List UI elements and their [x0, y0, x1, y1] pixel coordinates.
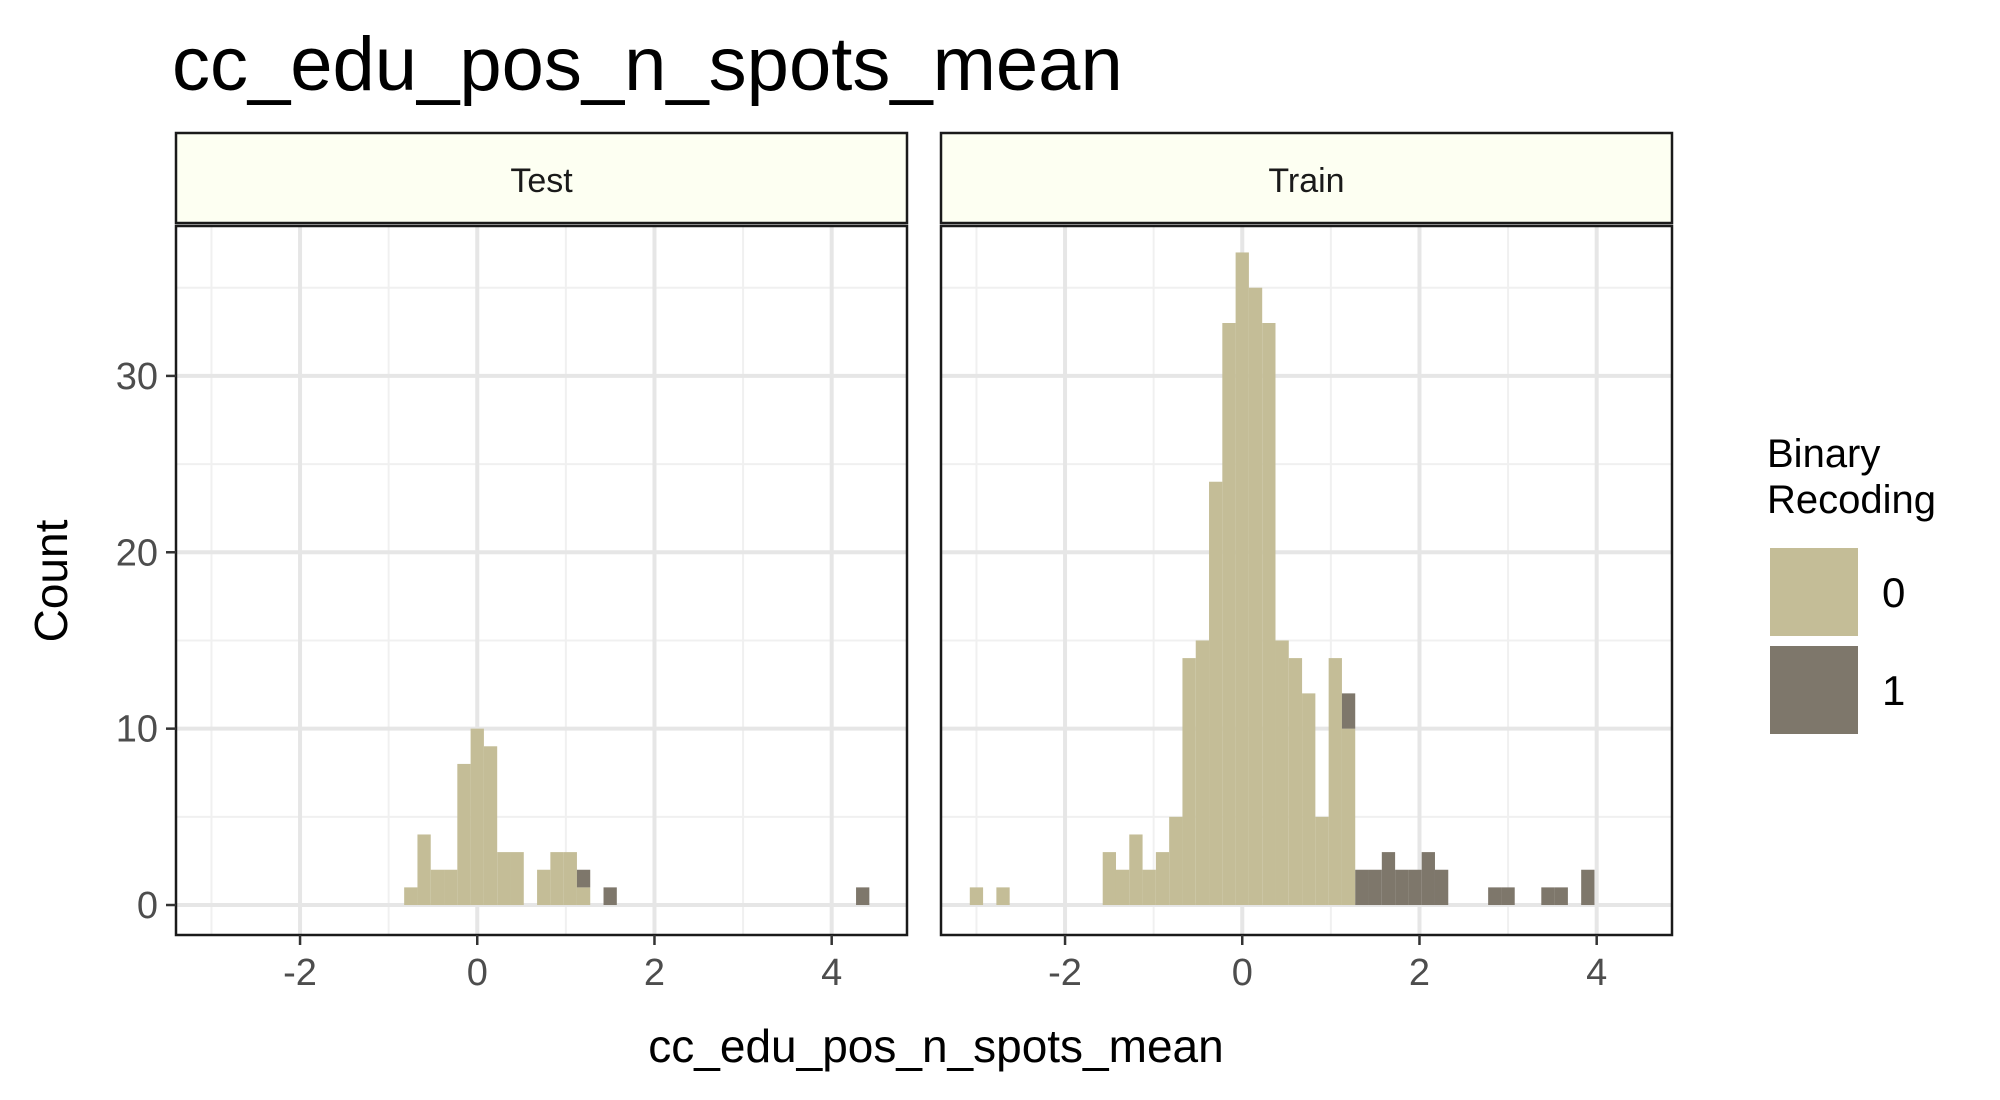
- histogram-bar-series-0: [510, 852, 524, 906]
- histogram-bar-series-0: [483, 746, 498, 906]
- histogram-bar-series-0: [1288, 658, 1303, 906]
- histogram-bar-series-0: [1235, 252, 1249, 906]
- histogram-bar-series-1: [1541, 887, 1555, 906]
- facet-strip: [174, 131, 909, 225]
- histogram-bar-series-0: [1302, 693, 1316, 906]
- histogram-bar-series-0: [1248, 287, 1263, 906]
- histogram-bar-series-0: [1222, 323, 1236, 906]
- histogram-bar-series-0: [1155, 852, 1170, 906]
- facet-strip: [939, 131, 1674, 225]
- panel-border: [939, 224, 1674, 937]
- x-tick-label: 4: [821, 952, 842, 994]
- histogram-bar-series-1: [1581, 869, 1595, 906]
- x-tick-label: -2: [1048, 952, 1082, 994]
- histogram-bar-series-0: [1328, 658, 1342, 906]
- panel-background: [176, 226, 907, 935]
- histogram-bar-series-1: [1501, 887, 1515, 906]
- facet-strip-label: Test: [510, 162, 573, 200]
- y-tick-label: 10: [116, 709, 158, 751]
- legend-title: Recoding: [1767, 478, 1936, 522]
- histogram-bar-series-0: [1182, 658, 1196, 906]
- histogram-bar-series-1: [1408, 869, 1422, 906]
- histogram-bar-series-0: [497, 852, 511, 906]
- histogram-bar-series-1: [1488, 887, 1502, 906]
- y-tick-label: 20: [116, 532, 158, 574]
- histogram-bar-series-0: [576, 887, 591, 906]
- histogram-bar-series-0: [550, 852, 564, 906]
- histogram-bar-series-0: [457, 763, 471, 906]
- histogram-bar-series-1: [1355, 869, 1369, 906]
- y-axis: 0 10 20 30: [116, 356, 176, 927]
- histogram-bar-series-0: [1115, 869, 1130, 906]
- legend-label: 0: [1882, 569, 1905, 616]
- histogram-bar-series-0: [1262, 323, 1276, 906]
- histogram-bar-series-1: [603, 887, 617, 906]
- facet-panels: Test -2 0 2 4 Train -2 0 2 4: [174, 131, 1674, 994]
- histogram-bar-series-1: [1368, 869, 1382, 906]
- x-axis-label: cc_edu_pos_n_spots_mean: [648, 1020, 1223, 1072]
- histogram-bar-series-1: [856, 887, 870, 906]
- histogram-bar-series-0: [563, 852, 577, 906]
- x-tick-label: 2: [644, 952, 665, 994]
- panel-border: [174, 224, 909, 937]
- histogram-bar-series-0: [1195, 640, 1210, 906]
- x-tick-label: 4: [1586, 952, 1607, 994]
- histogram-bar-series-1: [576, 869, 591, 888]
- histogram-bar-series-0: [417, 834, 431, 906]
- legend-key-1: [1770, 646, 1858, 734]
- histogram-bar-series-0: [1102, 852, 1116, 906]
- legend-label: 1: [1882, 667, 1905, 714]
- histogram-bar-series-0: [1129, 834, 1143, 906]
- histogram-bar-series-1: [1341, 693, 1356, 729]
- y-tick-label: 30: [116, 356, 158, 398]
- legend-key-0: [1770, 548, 1858, 636]
- histogram-bar-series-0: [1275, 640, 1289, 906]
- histogram-bar-series-0: [444, 869, 458, 906]
- histogram-bar-series-1: [1421, 852, 1435, 906]
- histogram-bar-series-0: [404, 887, 418, 906]
- histogram-bar-series-1: [1434, 869, 1449, 906]
- histogram-bar-series-0: [969, 887, 984, 906]
- panel-test: Test -2 0 2 4: [174, 131, 909, 994]
- histogram-bar-series-0: [1142, 869, 1156, 906]
- x-tick-label: 0: [467, 952, 488, 994]
- histogram-bar-series-1: [1381, 852, 1396, 906]
- histogram-bar-series-0: [430, 869, 445, 906]
- x-tick-label: 0: [1232, 952, 1253, 994]
- facet-strip-label: Train: [1268, 162, 1344, 200]
- panel-train: Train -2 0 2 4: [939, 131, 1674, 994]
- histogram-bar-series-1: [1395, 869, 1409, 906]
- chart-title: cc_edu_pos_n_spots_mean: [172, 22, 1123, 107]
- histogram-bar-series-0: [470, 728, 484, 906]
- histogram-bar-series-0: [1341, 728, 1356, 906]
- y-axis-label: Count: [25, 519, 77, 642]
- x-tick-label: 2: [1409, 952, 1430, 994]
- histogram-bar-series-0: [1315, 816, 1329, 906]
- histogram-bar-series-0: [1209, 481, 1223, 906]
- histogram-bar-series-0: [1169, 816, 1183, 906]
- histogram-bar-series-0: [537, 869, 551, 906]
- histogram-bar-series-0: [996, 887, 1010, 906]
- legend-title: Binary: [1767, 432, 1880, 476]
- histogram-bar-series-1: [1554, 887, 1568, 906]
- x-tick-label: -2: [283, 952, 317, 994]
- y-tick-label: 0: [137, 885, 158, 927]
